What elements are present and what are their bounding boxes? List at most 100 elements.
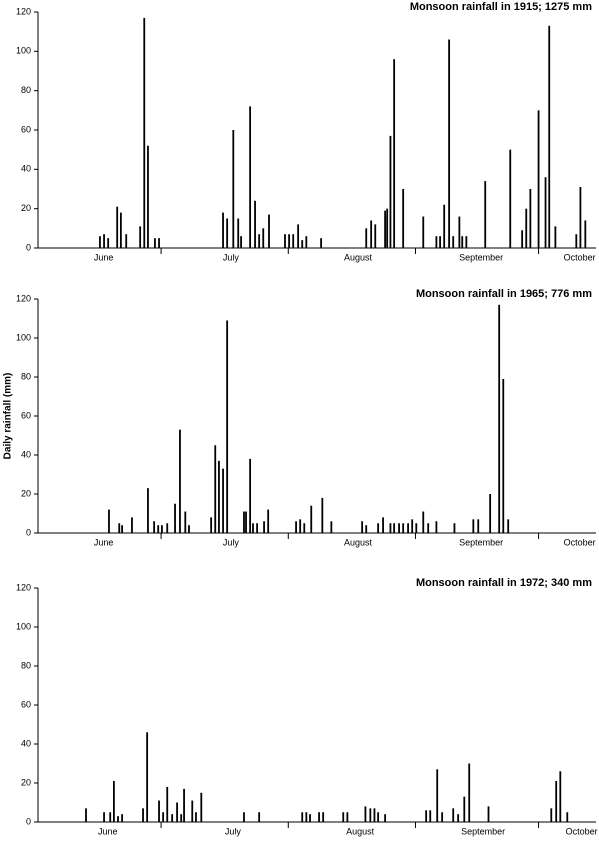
bar <box>299 519 302 533</box>
bar <box>305 236 308 248</box>
bar <box>303 523 306 533</box>
y-tick-label: 40 <box>21 738 31 748</box>
bar <box>544 177 547 248</box>
bar <box>284 234 286 248</box>
bar <box>472 519 475 533</box>
bar <box>153 521 156 533</box>
bar <box>393 59 396 249</box>
x-tick-label: August <box>344 537 373 547</box>
bar <box>441 812 444 822</box>
bar <box>200 792 203 822</box>
x-tick-label: August <box>346 826 375 836</box>
bar <box>489 494 492 533</box>
bar <box>109 812 112 822</box>
y-tick-label: 80 <box>21 371 31 381</box>
bar <box>256 523 258 533</box>
bar <box>498 304 501 533</box>
bar <box>258 812 261 822</box>
bar <box>422 216 425 248</box>
bar <box>579 187 582 248</box>
bar <box>370 220 373 248</box>
bar <box>502 378 505 533</box>
bar <box>288 234 290 248</box>
bar <box>142 808 144 822</box>
y-tick-label: 100 <box>16 46 31 56</box>
bar <box>222 468 224 533</box>
y-tick-label: 20 <box>21 203 31 213</box>
bar <box>402 189 405 248</box>
bar <box>411 519 414 533</box>
bar <box>443 204 446 248</box>
bar <box>374 224 377 248</box>
bar <box>226 218 229 248</box>
bar <box>249 458 252 533</box>
chart-title: Monsoon rainfall in 1915; 1275 mm <box>410 1 592 13</box>
bar <box>191 800 194 822</box>
bar <box>118 523 121 533</box>
bar <box>183 788 185 822</box>
bar <box>461 236 464 248</box>
y-tick-label: 60 <box>21 410 31 420</box>
bar <box>448 39 451 249</box>
bar <box>554 226 557 248</box>
y-axis-label: Daily rainfall (mm) <box>3 373 14 460</box>
bar <box>174 503 176 533</box>
bar <box>243 511 245 533</box>
bar <box>154 238 156 248</box>
bar <box>507 519 510 533</box>
y-tick-label: 40 <box>21 449 31 459</box>
bar <box>377 812 380 822</box>
bar <box>377 523 380 533</box>
bar <box>487 806 490 822</box>
bar <box>309 814 311 822</box>
bar <box>463 796 466 822</box>
x-tick-label: October <box>564 252 596 262</box>
bar <box>245 511 247 533</box>
bar <box>85 808 87 822</box>
bar <box>117 816 119 822</box>
bar <box>435 236 438 248</box>
bar <box>453 523 456 533</box>
bar <box>297 224 300 248</box>
bar <box>386 208 389 248</box>
bar <box>214 445 217 533</box>
bar <box>330 521 333 533</box>
bar <box>158 238 160 248</box>
bar <box>131 517 133 533</box>
bar <box>147 145 149 248</box>
bar <box>143 17 146 249</box>
chart-title: Monsoon rainfall in 1972; 340 mm <box>416 577 592 589</box>
bar <box>389 135 392 248</box>
bar <box>402 523 405 533</box>
bar <box>529 189 532 248</box>
bar <box>301 240 304 248</box>
bar <box>166 786 169 822</box>
bar <box>103 234 105 248</box>
bar <box>222 212 224 248</box>
x-tick-label: September <box>459 252 503 262</box>
bar <box>195 812 197 822</box>
bar <box>184 511 187 533</box>
y-tick-label: 20 <box>21 777 31 787</box>
x-tick-label: July <box>223 537 240 547</box>
bar <box>477 519 480 533</box>
bar <box>295 521 297 533</box>
bar <box>210 517 213 533</box>
bar <box>139 226 142 248</box>
y-tick-label: 20 <box>21 488 31 498</box>
bar <box>364 806 367 822</box>
x-tick-label: October <box>566 826 598 836</box>
bar <box>318 812 320 822</box>
bar <box>369 808 372 822</box>
bar <box>521 230 524 248</box>
y-tick-label: 120 <box>16 582 31 592</box>
bar <box>226 320 229 533</box>
bar <box>267 509 270 533</box>
y-tick-label: 120 <box>16 293 31 303</box>
bar <box>452 236 455 248</box>
y-tick-label: 100 <box>16 332 31 342</box>
bar <box>249 106 252 249</box>
bar <box>179 429 181 533</box>
bar <box>243 812 245 822</box>
